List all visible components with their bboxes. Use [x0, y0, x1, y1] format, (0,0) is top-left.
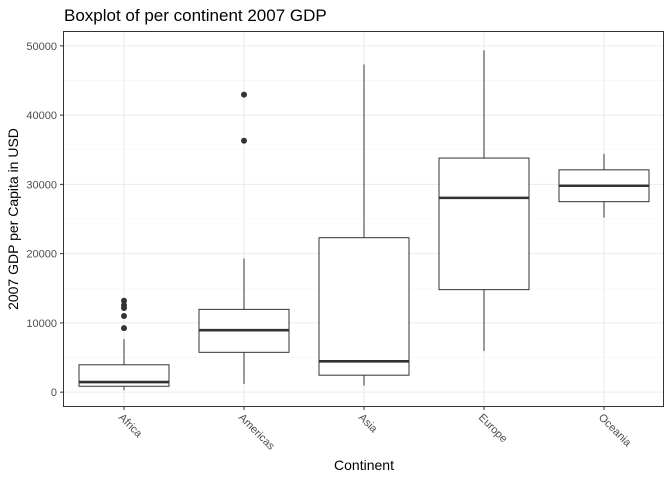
- y-axis: 0 10000 20000 30000 40000 50000: [26, 41, 64, 399]
- y-tick-label: 40000: [26, 110, 57, 122]
- x-axis: Africa Americas Asia Europe Oceania: [116, 406, 634, 453]
- outlier-point: [121, 297, 127, 304]
- outlier-point: [121, 302, 127, 309]
- outlier-point: [121, 312, 127, 319]
- x-tick-label: Europe: [476, 412, 510, 446]
- outlier-point: [241, 137, 247, 144]
- box-oceania: [558, 153, 650, 218]
- y-tick-label: 0: [51, 387, 57, 399]
- chart-title: Boxplot of per continent 2007 GDP: [64, 6, 327, 25]
- iqr-box: [438, 157, 530, 291]
- iqr-box: [318, 237, 410, 376]
- y-axis-title: 2007 GDP per Capita in USD: [5, 128, 21, 310]
- x-tick-label: Americas: [236, 412, 277, 453]
- box-europe: [438, 50, 530, 351]
- y-tick-label: 20000: [26, 249, 57, 261]
- y-tick-label: 10000: [26, 318, 57, 330]
- boxes: [78, 50, 650, 391]
- outlier-point: [241, 91, 247, 98]
- x-tick-label: Asia: [356, 412, 380, 436]
- outlier-point: [121, 325, 127, 332]
- box-americas: [198, 91, 290, 384]
- box-africa: [78, 297, 170, 391]
- x-tick-label: Africa: [116, 412, 145, 441]
- y-tick-label: 50000: [26, 41, 57, 53]
- y-tick-label: 30000: [26, 179, 57, 191]
- box-asia: [318, 64, 410, 386]
- x-axis-title: Continent: [334, 457, 394, 473]
- x-tick-label: Oceania: [596, 412, 634, 450]
